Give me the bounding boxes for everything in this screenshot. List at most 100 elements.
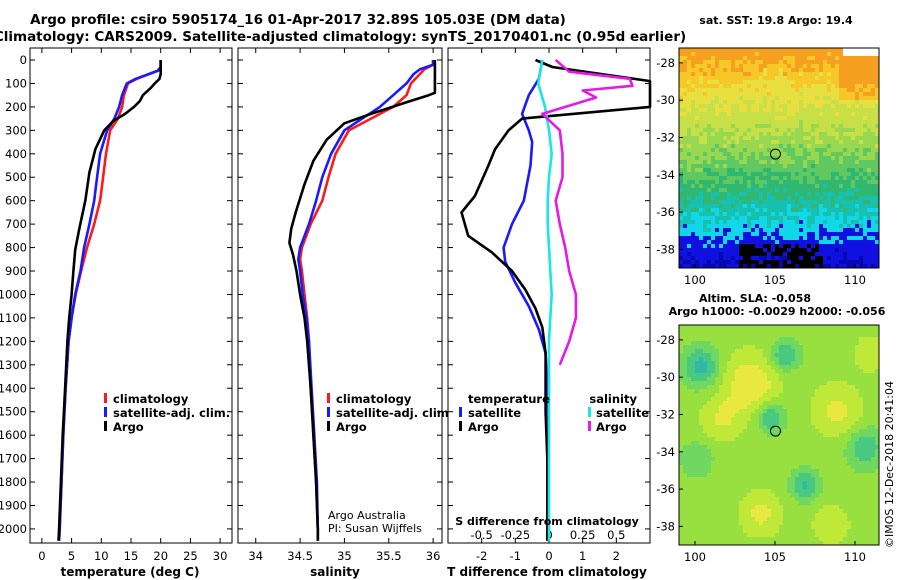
map-cell xyxy=(795,104,800,109)
map-cell xyxy=(851,180,856,185)
map-cell xyxy=(743,112,748,117)
map-cell xyxy=(707,260,712,265)
map-cell xyxy=(767,160,772,165)
map-cell xyxy=(839,152,844,157)
map-cell xyxy=(791,76,796,81)
map-cell xyxy=(851,264,856,269)
map-cell xyxy=(847,164,852,169)
map-cell xyxy=(679,196,684,201)
map-cell xyxy=(843,449,848,454)
map-cell xyxy=(815,108,820,113)
map-cell xyxy=(743,256,748,261)
map-cell xyxy=(751,405,756,410)
map-cell xyxy=(715,164,720,169)
map-cell xyxy=(859,337,864,342)
map-cell xyxy=(843,68,848,73)
map-cell xyxy=(723,224,728,229)
map-cell xyxy=(847,389,852,394)
sst-map-title: sat. SST: 19.8 Argo: 19.4 xyxy=(699,14,853,27)
sla-map-panel: Altim. SLA: -0.058 Argo h1000: -0.0029 h… xyxy=(656,292,886,564)
map-cell xyxy=(739,441,744,446)
map-cell xyxy=(835,445,840,450)
map-cell xyxy=(767,236,772,241)
map-cell xyxy=(835,64,840,69)
map-cell xyxy=(707,48,712,53)
map-cell xyxy=(771,152,776,157)
map-cell xyxy=(787,389,792,394)
map-cell xyxy=(795,441,800,446)
map-cell xyxy=(855,144,860,149)
map-cell xyxy=(799,136,804,141)
map-cell xyxy=(859,264,864,269)
map-cell xyxy=(775,72,780,77)
map-cell xyxy=(815,160,820,165)
map-cell xyxy=(811,136,816,141)
map-cell xyxy=(779,361,784,366)
map-cell xyxy=(795,477,800,482)
map-cell xyxy=(803,96,808,101)
map-cell xyxy=(823,156,828,161)
map-cell xyxy=(831,72,836,77)
map-cell xyxy=(871,429,876,434)
map-cell xyxy=(691,96,696,101)
map-cell xyxy=(871,184,876,189)
map-cell xyxy=(823,381,828,386)
map-cell xyxy=(855,405,860,410)
map-cell xyxy=(855,385,860,390)
map-cell xyxy=(775,232,780,237)
map-cell xyxy=(779,433,784,438)
map-cell xyxy=(819,144,824,149)
map-cell xyxy=(807,461,812,466)
map-cell xyxy=(791,180,796,185)
map-cell xyxy=(827,337,832,342)
map-cell xyxy=(839,437,844,442)
map-cell xyxy=(691,473,696,478)
map-cell xyxy=(807,473,812,478)
map-cell xyxy=(727,124,732,129)
map-cell xyxy=(807,60,812,65)
map-cell xyxy=(783,401,788,406)
map-cell xyxy=(731,128,736,133)
map-cell xyxy=(875,337,880,342)
map-cell xyxy=(855,365,860,370)
map-cell xyxy=(699,172,704,177)
map-cell xyxy=(719,252,724,257)
map-cell xyxy=(695,345,700,350)
map-cell xyxy=(799,329,804,334)
map-cell xyxy=(747,164,752,169)
map-cell xyxy=(771,144,776,149)
map-cell xyxy=(839,433,844,438)
map-cell xyxy=(715,264,720,269)
map-cell xyxy=(759,148,764,153)
map-cell xyxy=(679,176,684,181)
map-cell xyxy=(859,224,864,229)
salinity-axis-ticks: 34 34.5 35 35.5 36 xyxy=(248,48,440,563)
map-cell xyxy=(755,160,760,165)
map-cell xyxy=(855,68,860,73)
map-cell xyxy=(759,52,764,57)
map-cell xyxy=(767,385,772,390)
map-cell xyxy=(755,68,760,73)
map-cell xyxy=(847,449,852,454)
map-cell xyxy=(727,180,732,185)
map-cell xyxy=(779,188,784,193)
map-cell xyxy=(823,256,828,261)
map-cell xyxy=(695,236,700,241)
map-cell xyxy=(739,445,744,450)
map-cell xyxy=(747,212,752,217)
map-cell xyxy=(871,405,876,410)
map-cell xyxy=(803,385,808,390)
map-cell xyxy=(811,172,816,177)
map-cell xyxy=(687,369,692,374)
map-cell xyxy=(771,212,776,217)
map-cell xyxy=(691,465,696,470)
map-cell xyxy=(775,216,780,221)
map-cell xyxy=(859,421,864,426)
map-cell xyxy=(799,473,804,478)
map-cell xyxy=(811,56,816,61)
map-cell xyxy=(867,132,872,137)
map-cell xyxy=(751,168,756,173)
map-cell xyxy=(875,152,880,157)
map-cell xyxy=(871,176,876,181)
map-cell xyxy=(691,196,696,201)
